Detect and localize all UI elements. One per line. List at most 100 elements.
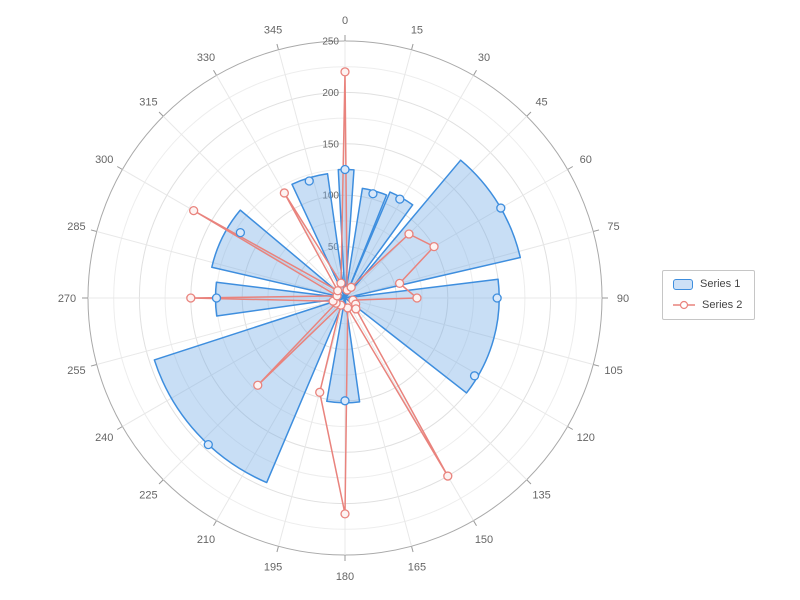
angular-axis-label: 240 <box>95 432 113 444</box>
axis-tick <box>567 426 574 430</box>
axis-tick <box>90 364 97 367</box>
series-2-marker[interactable] <box>429 241 439 252</box>
angular-axis-label: 165 <box>408 562 426 574</box>
angular-axis-label: 150 <box>475 534 493 546</box>
grid-spoke <box>344 49 412 299</box>
axis-tick <box>116 166 123 170</box>
angular-axis-label: 210 <box>197 534 215 546</box>
radial-axis-label: 150 <box>322 139 339 150</box>
grid-spoke <box>122 297 346 427</box>
grid-spoke <box>278 297 346 547</box>
grid-spoke <box>344 297 474 521</box>
angular-axis-label: 270 <box>58 293 76 305</box>
series-2-marker[interactable] <box>394 278 405 289</box>
grid-spoke <box>344 231 594 299</box>
angular-axis-label: 0 <box>342 15 348 27</box>
series-1-marker[interactable] <box>211 293 222 303</box>
series-1-marker[interactable] <box>304 176 314 186</box>
axis-tick <box>90 229 97 232</box>
grid-spoke <box>96 231 346 299</box>
angular-axis-label: 60 <box>580 154 592 166</box>
series-2-marker[interactable] <box>279 188 289 198</box>
angular-axis-label: 330 <box>197 52 215 64</box>
angular-axis-label: 30 <box>478 52 490 64</box>
series-1-marker[interactable] <box>492 293 502 303</box>
series-2-marker[interactable] <box>333 286 343 296</box>
series-2-marker[interactable] <box>315 387 325 397</box>
axis-tick <box>473 520 477 527</box>
angular-axis-label: 315 <box>139 96 157 108</box>
axis-tick <box>158 479 164 485</box>
axis-tick <box>567 166 574 170</box>
series-1-marker[interactable] <box>496 203 506 213</box>
angular-axis-label: 285 <box>67 221 85 233</box>
axis-tick <box>276 546 279 553</box>
grid-spoke <box>344 297 412 547</box>
grid-spoke <box>216 297 346 521</box>
grid-spoke <box>344 297 568 427</box>
series-1-swatch <box>673 279 693 290</box>
radial-axis-label: 200 <box>322 88 339 99</box>
angular-axis-label: 45 <box>535 96 547 108</box>
series-1-marker[interactable] <box>340 164 350 175</box>
legend-item-series-2[interactable]: Series 2 <box>673 299 742 311</box>
series-2-marker[interactable] <box>340 67 350 77</box>
series-1-sector[interactable] <box>344 159 522 299</box>
axis-tick <box>158 111 164 117</box>
axis-tick <box>411 546 414 553</box>
angular-axis-label: 180 <box>336 571 354 583</box>
series-1-marker[interactable] <box>368 189 378 199</box>
legend-label-series-2: Series 2 <box>702 298 743 311</box>
angular-axis-label: 195 <box>264 562 282 574</box>
series-1-marker[interactable] <box>469 371 480 381</box>
grid-spoke <box>162 297 346 481</box>
legend-item-series-1[interactable]: Series 1 <box>673 279 742 290</box>
angular-axis-label: 75 <box>607 221 619 233</box>
series-1-marker[interactable] <box>203 439 213 450</box>
series-2-marker[interactable] <box>412 293 422 303</box>
angular-axis-label: 255 <box>67 365 85 377</box>
axis-tick <box>473 69 477 76</box>
grid-spoke <box>344 297 528 481</box>
series-2-marker[interactable] <box>346 282 356 292</box>
axis-tick <box>593 229 600 232</box>
series-2-marker[interactable] <box>443 471 453 481</box>
angular-axis-label: 345 <box>264 24 282 36</box>
axis-tick <box>116 426 123 430</box>
axis-tick <box>526 111 532 117</box>
angular-axis-label: 225 <box>139 490 157 502</box>
angular-axis-label: 300 <box>95 154 113 166</box>
grid-spoke <box>344 169 568 299</box>
axis-tick <box>593 364 600 367</box>
grid-spoke <box>162 115 346 299</box>
angular-axis-label: 135 <box>532 490 550 502</box>
series-1-marker[interactable] <box>235 227 246 238</box>
series-1-sector[interactable] <box>344 278 500 394</box>
grid-spoke <box>344 297 594 365</box>
series-2-marker[interactable] <box>189 205 199 216</box>
series-2-marker[interactable] <box>340 509 350 519</box>
legend-label-series-1: Series 1 <box>700 278 741 290</box>
legend: Series 1 Series 2 <box>662 270 756 320</box>
series-2-marker[interactable] <box>351 304 361 314</box>
series-2-swatch <box>673 299 695 311</box>
grid-spoke <box>96 297 346 365</box>
axis-tick <box>213 69 217 76</box>
series-2-marker[interactable] <box>186 293 196 303</box>
angular-axis-label: 15 <box>411 24 423 36</box>
axis-tick <box>276 43 279 50</box>
radial-axis-label: 50 <box>328 242 340 253</box>
series-2-marker[interactable] <box>253 380 263 390</box>
axis-tick <box>411 43 414 50</box>
grid-spoke <box>344 75 474 299</box>
series-2-marker[interactable] <box>404 229 414 239</box>
radial-axis-label: 250 <box>322 37 339 48</box>
angular-axis-label: 105 <box>604 365 622 377</box>
angular-axis-label: 90 <box>617 293 629 305</box>
series-1-marker[interactable] <box>340 396 350 406</box>
series-2-marker[interactable] <box>336 278 346 288</box>
series-1-marker[interactable] <box>395 194 405 204</box>
axis-tick <box>526 479 532 485</box>
